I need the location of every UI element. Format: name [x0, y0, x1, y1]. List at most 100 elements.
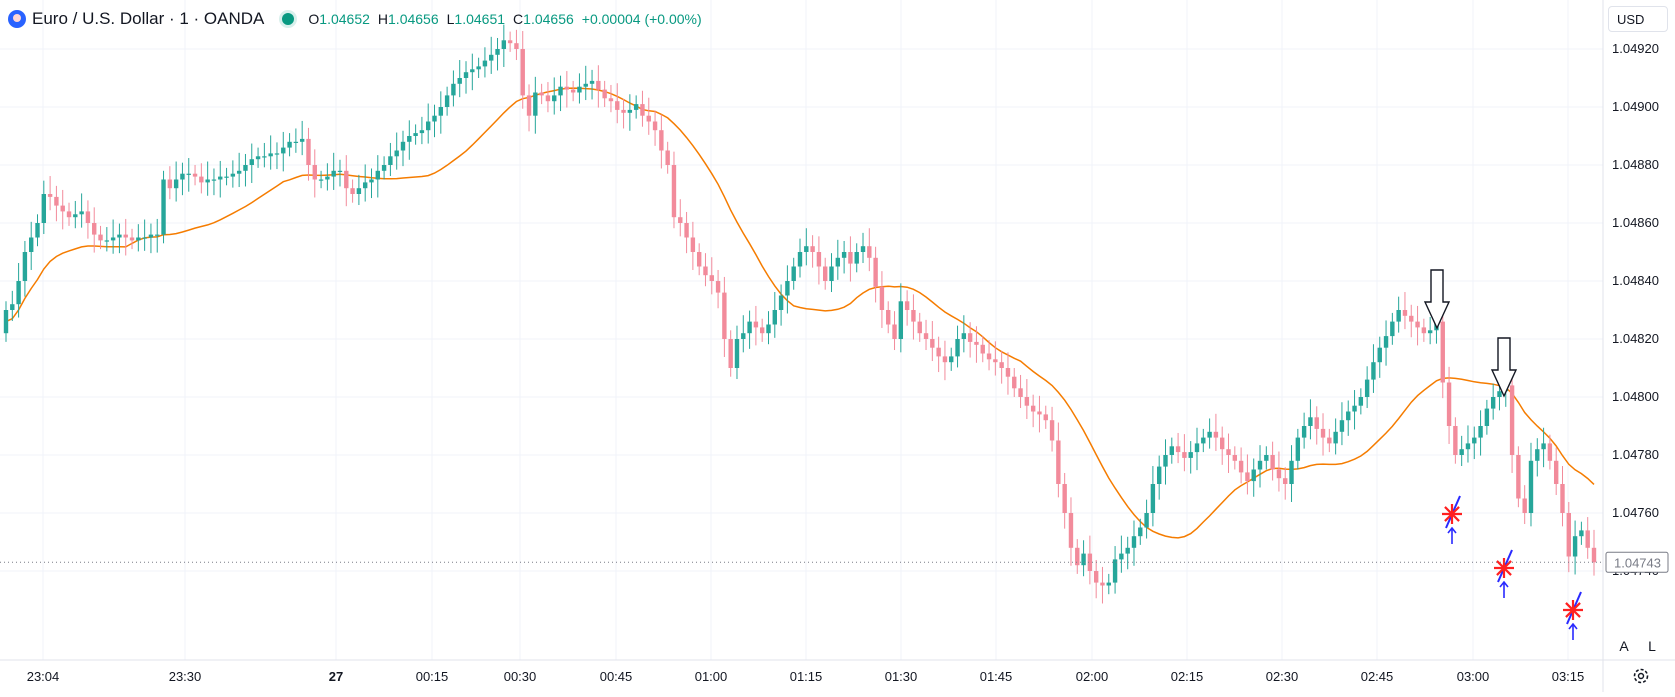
- candle-body: [167, 179, 173, 189]
- candle-body: [741, 333, 746, 339]
- candle-body: [1396, 310, 1401, 322]
- candle-body: [1100, 582, 1105, 586]
- candle-body: [1213, 431, 1219, 438]
- x-tick-label: 01:15: [790, 669, 823, 684]
- candle-body: [589, 80, 595, 84]
- candle-body: [331, 170, 336, 177]
- candle-body: [325, 176, 330, 180]
- candle-body: [886, 310, 891, 325]
- candle-body: [79, 211, 84, 215]
- candle-body: [1138, 527, 1143, 537]
- legend: Euro / U.S. Dollar · 1 · OANDA O 1.04652…: [8, 7, 710, 31]
- candle-body: [734, 339, 740, 368]
- candle-body: [155, 234, 160, 236]
- candle-body: [10, 304, 15, 310]
- symbol-title[interactable]: Euro / U.S. Dollar · 1 · OANDA: [32, 9, 265, 28]
- candle-body: [262, 156, 267, 158]
- candle-body: [1560, 484, 1565, 513]
- x-tick-label: 00:15: [416, 669, 449, 684]
- log-scale-button[interactable]: L: [1640, 634, 1664, 658]
- candle-body: [967, 333, 973, 342]
- market-status-icon[interactable]: [282, 13, 295, 25]
- low-value: 1.04651: [454, 11, 506, 27]
- candle-body: [1295, 437, 1301, 461]
- candle-body: [136, 237, 141, 241]
- candle-body: [1156, 466, 1162, 484]
- candle-body: [60, 205, 65, 212]
- candle-body: [879, 286, 885, 310]
- candle-body: [129, 237, 135, 241]
- candle-body: [148, 234, 154, 238]
- candle-body: [867, 246, 872, 258]
- candle-body: [306, 138, 311, 165]
- candle-body: [117, 234, 122, 238]
- y-tick-label: 1.04840: [1612, 273, 1659, 288]
- candle-body: [438, 107, 444, 116]
- auto-scale-button[interactable]: A: [1612, 634, 1636, 658]
- candle-body: [186, 173, 191, 175]
- candle-body: [66, 211, 72, 218]
- candle-body: [350, 188, 355, 194]
- candle-body: [1068, 513, 1074, 548]
- y-tick-label: 1.04800: [1612, 389, 1659, 404]
- candle-body: [1427, 330, 1433, 334]
- candle-body: [1119, 553, 1124, 560]
- candle-body: [73, 214, 78, 218]
- y-tick-label: 1.04860: [1612, 215, 1659, 230]
- candle-body: [1144, 513, 1149, 528]
- candle-body: [1150, 484, 1156, 513]
- candle-body: [608, 98, 614, 102]
- x-tick-label: 03:00: [1457, 669, 1490, 684]
- candle-body: [1207, 431, 1212, 438]
- up-arrow-marker: [1499, 580, 1509, 598]
- candle-body: [949, 356, 954, 363]
- candle-body: [1245, 472, 1250, 482]
- candle-body: [1535, 449, 1540, 461]
- candle-body: [142, 237, 147, 239]
- x-tick-label: 23:30: [169, 669, 202, 684]
- candle-body: [1541, 443, 1546, 450]
- candle-body: [602, 89, 607, 99]
- red-star-marker: [1496, 560, 1512, 576]
- candle-body: [98, 234, 103, 241]
- candle-body: [696, 252, 702, 267]
- candle-body: [312, 165, 317, 180]
- candle-body: [463, 72, 469, 78]
- currency-select[interactable]: USD: [1608, 6, 1668, 32]
- candle-body: [224, 176, 229, 178]
- gear-icon[interactable]: [1632, 667, 1650, 685]
- candle-body: [759, 327, 765, 334]
- candle-body: [369, 179, 374, 183]
- candle-body: [816, 252, 822, 267]
- candle-body: [1062, 484, 1067, 513]
- candle-body: [426, 121, 431, 131]
- candle-body: [1383, 336, 1389, 348]
- logo-icon: [8, 10, 26, 28]
- candle-body: [388, 156, 393, 165]
- candle-body: [1301, 426, 1307, 438]
- candle-body: [1459, 449, 1464, 455]
- candle-body: [218, 176, 223, 180]
- candle-body: [1308, 417, 1313, 426]
- candle-body: [230, 173, 236, 177]
- candle-body: [1024, 397, 1030, 406]
- candle-body: [659, 130, 664, 151]
- candle-body: [1346, 411, 1351, 421]
- candle-body: [501, 40, 507, 49]
- candle-body: [1037, 411, 1042, 415]
- candle-body: [362, 182, 368, 189]
- candle-body: [375, 170, 380, 180]
- candle-body: [287, 141, 292, 148]
- candle-body: [785, 281, 790, 296]
- candle-body: [1131, 536, 1137, 548]
- candle-body: [1163, 455, 1168, 467]
- candle-body: [526, 95, 532, 116]
- candle-body: [1516, 455, 1521, 499]
- candle-body: [722, 292, 727, 339]
- candle-body: [1478, 426, 1483, 438]
- candle-body: [1005, 368, 1011, 377]
- candle-body: [1012, 376, 1017, 389]
- close-value: 1.04656: [523, 11, 574, 27]
